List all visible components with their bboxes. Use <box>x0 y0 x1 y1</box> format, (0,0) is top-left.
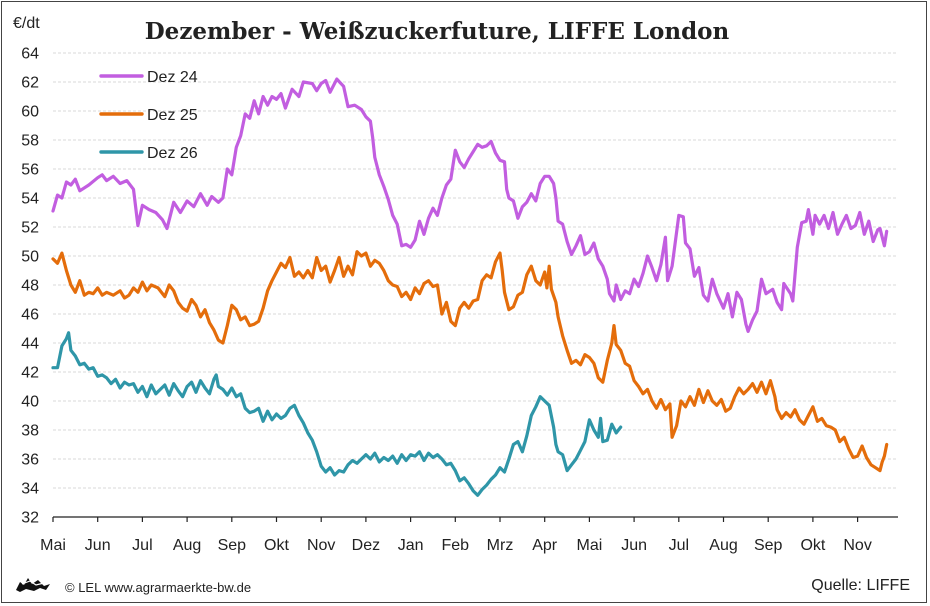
y-tick-label: 58 <box>21 133 39 150</box>
legend-label: Dez 26 <box>147 145 198 162</box>
x-tick-label: Feb <box>442 537 470 554</box>
x-tick-label: Mai <box>577 537 603 554</box>
y-tick-label: 34 <box>21 481 39 498</box>
y-tick-label: 54 <box>21 191 39 208</box>
chart-title: Dezember - Weißzuckerfuture, LIFFE Londo… <box>145 18 730 45</box>
x-tick-label: Mrz <box>487 537 514 554</box>
x-tick-label: Mai <box>40 537 66 554</box>
gridlines <box>53 52 898 489</box>
y-tick-label: 44 <box>21 336 39 353</box>
x-tick-label: Okt <box>800 537 825 554</box>
source-label: Quelle: LIFFE <box>811 577 910 594</box>
x-tick-label: Nov <box>843 537 871 554</box>
y-axis-unit-label: €/dt <box>13 15 40 32</box>
y-tick-label: 36 <box>21 452 39 469</box>
y-tick-label: 40 <box>21 394 39 411</box>
x-tick-label: Jan <box>398 537 424 554</box>
legend-label: Dez 24 <box>147 69 198 86</box>
y-tick-label: 42 <box>21 365 39 382</box>
x-tick-label: Nov <box>307 537 335 554</box>
x-tick-label: Sep <box>218 537 247 554</box>
y-tick-label: 48 <box>21 278 39 295</box>
footer-credit: © LEL www.agrarmaerkte-bw.de <box>65 580 251 595</box>
x-tick-label: Jul <box>132 537 152 554</box>
y-tick-label: 38 <box>21 423 39 440</box>
y-tick-label: 56 <box>21 162 39 179</box>
x-tick-label: Okt <box>264 537 289 554</box>
x-tick-label: Sep <box>754 537 783 554</box>
legend-label: Dez 25 <box>147 107 198 124</box>
legend: Dez 24 Dez 25 Dez 26 <box>99 69 198 162</box>
series-lines <box>51 77 889 497</box>
lel-logo-icon <box>16 578 50 592</box>
x-tick-label: Apr <box>532 537 558 554</box>
series-line-dez-26 <box>51 331 623 497</box>
axes: 32 34 36 38 40 42 44 46 48 50 52 54 56 58 60 62 64 Mai Jun… <box>21 46 898 554</box>
y-tick-label: 64 <box>21 46 39 63</box>
series-line-dez-25 <box>51 250 889 473</box>
x-tick-label: Jun <box>621 537 647 554</box>
y-tick-label: 32 <box>21 510 39 527</box>
y-tick-label: 60 <box>21 104 39 121</box>
x-tick-label: Aug <box>709 537 737 554</box>
y-tick-label: 46 <box>21 307 39 324</box>
series-line-dez-24 <box>51 77 889 333</box>
y-tick-label: 52 <box>21 220 39 237</box>
x-tick-label: Aug <box>173 537 201 554</box>
x-tick-label: Dez <box>352 537 380 554</box>
x-tick-label: Jun <box>85 537 111 554</box>
y-tick-label: 62 <box>21 75 39 92</box>
y-tick-label: 50 <box>21 249 39 266</box>
x-tick-label: Jul <box>669 537 689 554</box>
